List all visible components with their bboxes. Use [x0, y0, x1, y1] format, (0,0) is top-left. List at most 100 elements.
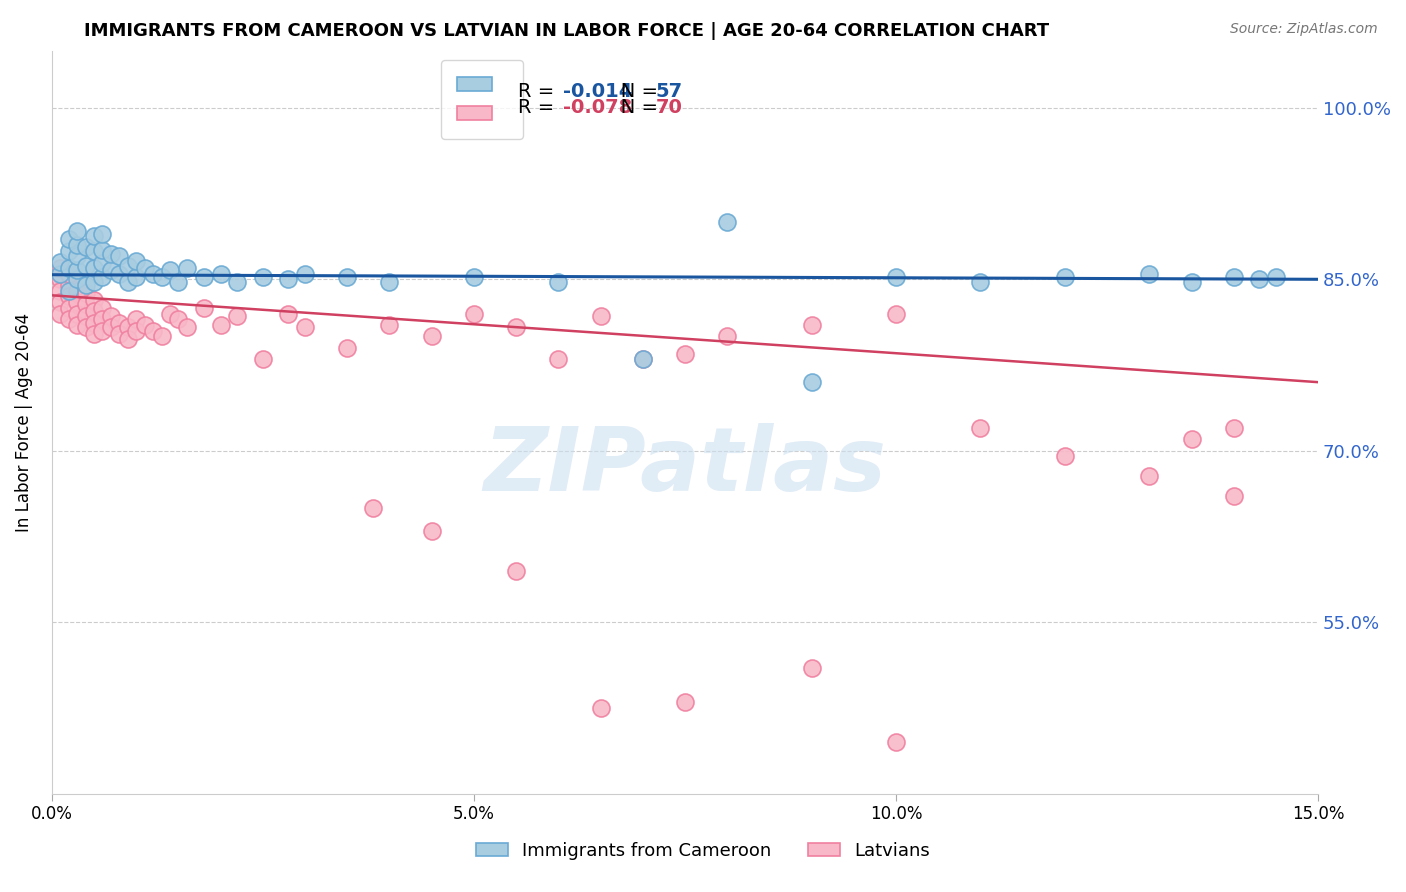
Point	[884, 735, 907, 749]
Point	[193, 270, 215, 285]
Point	[83, 244, 105, 258]
Point	[83, 316, 105, 330]
Text: IMMIGRANTS FROM CAMEROON VS LATVIAN IN LABOR FORCE | AGE 20-64 CORRELATION CHART: IMMIGRANTS FROM CAMEROON VS LATVIAN IN L…	[84, 22, 1049, 40]
Point	[193, 301, 215, 315]
Point	[49, 272, 72, 286]
Point	[108, 249, 131, 263]
Point	[49, 267, 72, 281]
Point	[1180, 275, 1202, 289]
Point	[75, 309, 97, 323]
Point	[150, 270, 173, 285]
Point	[83, 260, 105, 275]
Point	[547, 275, 569, 289]
Point	[361, 500, 384, 515]
Point	[83, 275, 105, 289]
Point	[884, 270, 907, 285]
Point	[117, 332, 139, 346]
Point	[58, 232, 80, 246]
Point	[176, 260, 198, 275]
Point	[58, 312, 80, 326]
Point	[277, 307, 299, 321]
Point	[1053, 270, 1076, 285]
Legend: , : ,	[441, 61, 523, 139]
Point	[134, 260, 156, 275]
Point	[125, 270, 148, 285]
Point	[800, 318, 823, 332]
Point	[66, 238, 89, 252]
Point	[66, 295, 89, 310]
Text: -0.014: -0.014	[562, 82, 633, 102]
Point	[673, 346, 696, 360]
Point	[378, 318, 401, 332]
Point	[150, 329, 173, 343]
Text: N =: N =	[602, 98, 665, 117]
Text: 57: 57	[655, 82, 683, 102]
Point	[83, 304, 105, 318]
Point	[505, 320, 527, 334]
Point	[463, 307, 485, 321]
Text: N =: N =	[602, 82, 665, 102]
Point	[1053, 450, 1076, 464]
Point	[631, 352, 654, 367]
Point	[167, 312, 190, 326]
Point	[108, 267, 131, 281]
Point	[1222, 490, 1244, 504]
Point	[83, 293, 105, 307]
Point	[1137, 267, 1160, 281]
Point	[142, 267, 165, 281]
Point	[58, 260, 80, 275]
Point	[66, 263, 89, 277]
Point	[631, 352, 654, 367]
Point	[142, 324, 165, 338]
Point	[49, 307, 72, 321]
Point	[66, 249, 89, 263]
Point	[49, 295, 72, 310]
Point	[91, 324, 114, 338]
Point	[969, 275, 991, 289]
Point	[716, 215, 738, 229]
Point	[66, 307, 89, 321]
Point	[134, 318, 156, 332]
Point	[117, 259, 139, 273]
Point	[75, 259, 97, 273]
Point	[884, 307, 907, 321]
Point	[58, 244, 80, 258]
Point	[117, 275, 139, 289]
Point	[91, 270, 114, 285]
Legend: Immigrants from Cameroon, Latvians: Immigrants from Cameroon, Latvians	[461, 827, 945, 874]
Point	[420, 329, 443, 343]
Point	[58, 267, 80, 281]
Point	[209, 267, 232, 281]
Point	[226, 309, 249, 323]
Point	[969, 421, 991, 435]
Point	[83, 327, 105, 342]
Point	[176, 320, 198, 334]
Point	[589, 701, 612, 715]
Point	[378, 275, 401, 289]
Point	[1264, 270, 1286, 285]
Point	[75, 285, 97, 300]
Text: Source: ZipAtlas.com: Source: ZipAtlas.com	[1230, 22, 1378, 37]
Point	[800, 375, 823, 389]
Point	[1247, 272, 1270, 286]
Point	[100, 320, 122, 334]
Point	[420, 524, 443, 538]
Point	[1180, 433, 1202, 447]
Point	[75, 278, 97, 293]
Point	[91, 256, 114, 270]
Point	[336, 341, 359, 355]
Point	[49, 260, 72, 275]
Point	[125, 254, 148, 268]
Point	[66, 272, 89, 286]
Point	[336, 270, 359, 285]
Point	[49, 284, 72, 298]
Point	[49, 255, 72, 269]
Point	[252, 352, 274, 367]
Point	[294, 267, 316, 281]
Point	[117, 320, 139, 334]
Text: R =: R =	[517, 82, 561, 102]
Point	[505, 564, 527, 578]
Point	[716, 329, 738, 343]
Point	[226, 275, 249, 289]
Point	[100, 247, 122, 261]
